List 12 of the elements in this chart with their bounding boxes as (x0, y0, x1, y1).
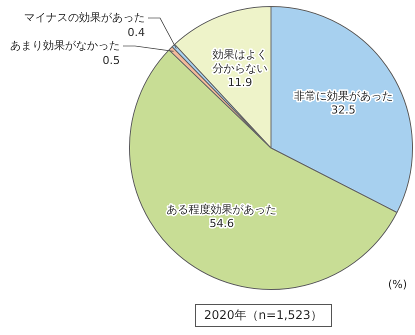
data-label: 32.5 (331, 104, 356, 117)
slice-label: マイナスの効果があった (24, 10, 145, 24)
text: 2020年（n=1,523） (195, 304, 332, 327)
data-label: 54.6 (209, 216, 234, 230)
text: (%) (388, 278, 407, 291)
data-label: 11.9 (228, 76, 252, 89)
slice-label: あまり効果がなかった (10, 38, 120, 52)
data-label: 0.5 (102, 54, 120, 67)
data-label: 0.4 (128, 26, 145, 39)
slice-label: 非常に効果があった (294, 90, 393, 103)
slice-label: ある程度効果があった (166, 202, 277, 216)
slice-label: 効果はよく分からない (212, 48, 268, 75)
